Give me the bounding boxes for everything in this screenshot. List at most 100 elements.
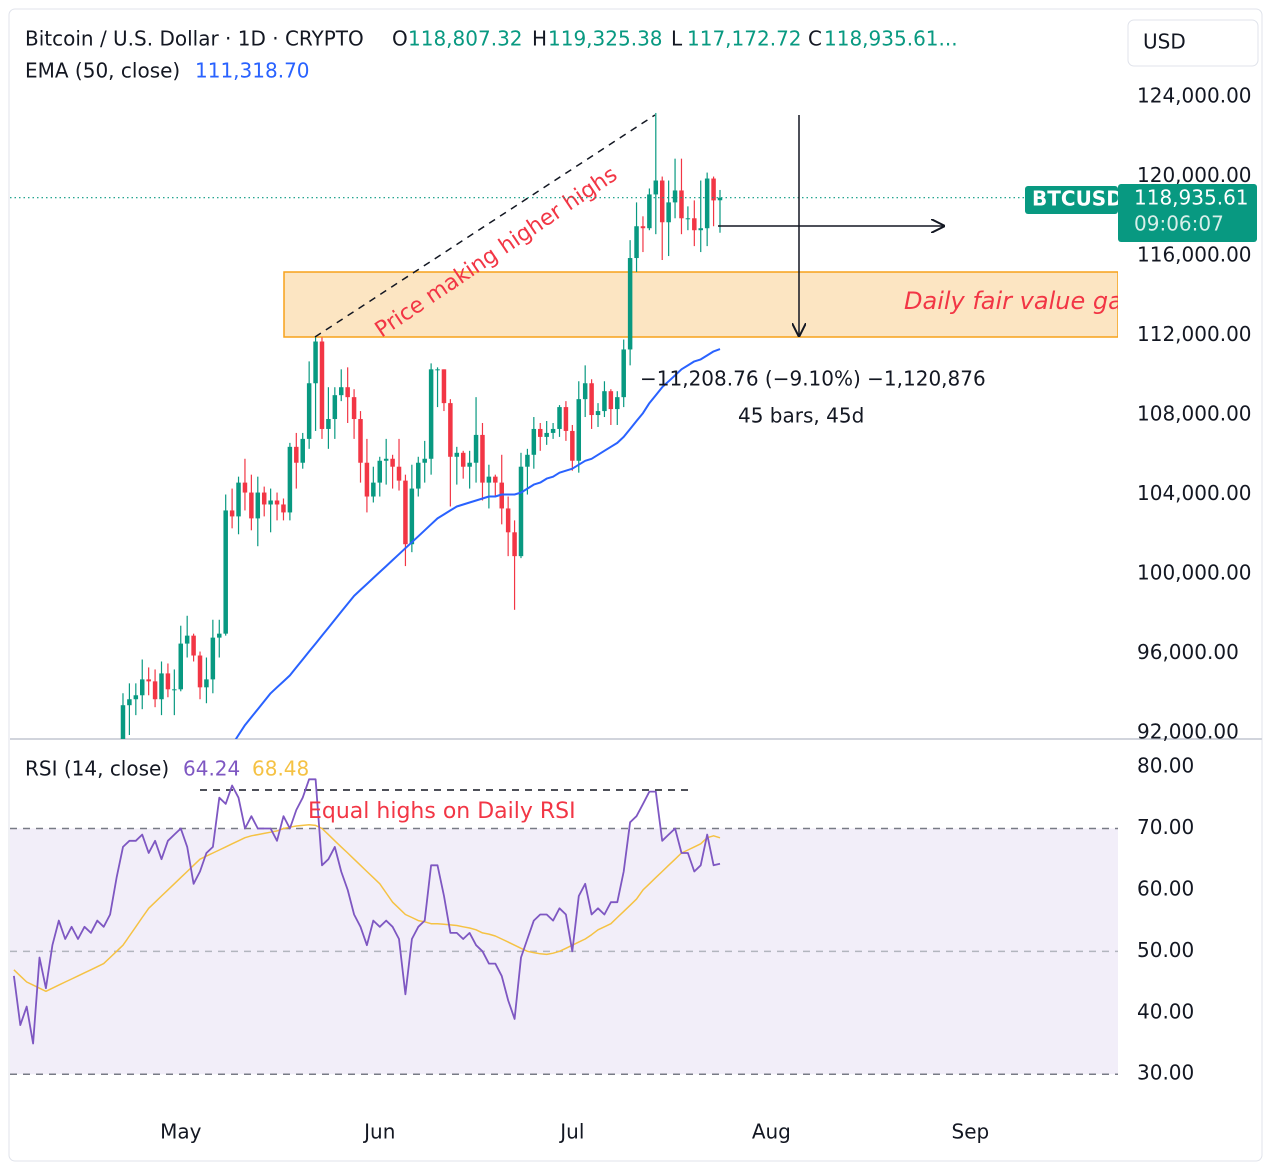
x-tick-label: Aug	[752, 1120, 791, 1144]
trend-line	[314, 114, 656, 338]
axes: 124,000.00 120,000.00 116,000.00 112,000.00…	[160, 84, 1251, 1144]
candle-body	[274, 500, 280, 505]
y-tick-label: 30.00	[1137, 1061, 1194, 1085]
candle-body	[576, 399, 582, 461]
candle-body	[287, 446, 293, 513]
candle-body	[371, 482, 376, 497]
candle-body	[544, 432, 549, 437]
candle-body	[480, 434, 485, 483]
rsi-value: 64.24	[183, 757, 240, 781]
zone-label: Daily fair value gap	[904, 287, 1138, 315]
candle-body	[602, 391, 607, 412]
ohlc-key: C	[808, 27, 822, 51]
candle-body	[505, 508, 511, 533]
candle-body	[467, 462, 472, 467]
candle-body	[416, 462, 421, 489]
candle-body	[204, 679, 209, 688]
rsi-ma-value: 68.48	[252, 757, 309, 781]
candle-body	[460, 452, 466, 467]
x-tick-label: Jul	[558, 1120, 584, 1144]
candle-body	[595, 411, 601, 416]
candle-body	[582, 383, 588, 400]
candle-body	[358, 419, 363, 463]
candle-body	[422, 458, 427, 463]
candle-body	[589, 383, 594, 416]
candle-body	[647, 194, 652, 229]
measure-tool: −11,208.76 (−9.10%) −1,120,876 45 bars, …	[640, 115, 986, 428]
price-tag: BTCUSD 118,935.61 09:06:07	[1025, 184, 1257, 242]
candle-body	[518, 466, 524, 557]
candle-body	[653, 180, 659, 195]
ohlc-key: L	[671, 27, 683, 51]
candle-body	[685, 218, 691, 220]
candle-body	[717, 197, 723, 201]
candle-body	[217, 633, 222, 638]
candle-body	[403, 480, 408, 545]
candle-body	[184, 635, 190, 644]
y-tick-label: 40.00	[1137, 999, 1194, 1023]
y-tick-label: 50.00	[1137, 938, 1194, 962]
candle-body	[127, 699, 132, 706]
candle-body	[640, 226, 646, 229]
y-tick-label: 120,000.00	[1137, 163, 1252, 187]
currency[interactable]: USD	[1143, 30, 1186, 54]
symbol-tag	[1025, 186, 1118, 214]
measure-bars: 45 bars, 45d	[738, 404, 864, 428]
candle-body	[172, 689, 177, 691]
x-tick-label: Jun	[362, 1120, 395, 1144]
y-tick-label: 124,000.00	[1137, 84, 1252, 108]
candle-body	[326, 419, 331, 429]
candle-body	[351, 397, 357, 420]
y-tick-label: 92,000.00	[1137, 720, 1239, 744]
y-tick-label: 104,000.00	[1137, 481, 1252, 505]
symbol-tag-text: BTCUSD	[1032, 187, 1123, 211]
last-price-tag	[1118, 184, 1257, 242]
candle-body	[435, 369, 440, 371]
candle-body	[345, 387, 350, 398]
candle-body	[711, 178, 716, 201]
candle-body	[178, 643, 184, 690]
x-tick-label: May	[160, 1120, 202, 1144]
candle-body	[236, 482, 241, 517]
candle-body	[704, 178, 710, 229]
rsi-pane	[10, 778, 1118, 1075]
candle-body	[332, 395, 338, 420]
measure-price: −11,208.76 (−9.10%) −1,120,876	[640, 367, 986, 391]
candle-body	[139, 679, 145, 696]
ohlc-key: H	[532, 27, 547, 51]
countdown: 09:06:07	[1134, 212, 1224, 236]
candle-body	[364, 462, 370, 497]
candle-body	[281, 504, 286, 513]
currency-button[interactable]	[1127, 19, 1259, 67]
candle-body	[159, 673, 164, 700]
candle-body	[223, 510, 228, 634]
candle-body	[428, 369, 434, 459]
candle-body	[692, 218, 697, 231]
candle-body	[120, 705, 126, 739]
candle-body	[300, 438, 305, 463]
indicator-line	[13, 778, 721, 1045]
candle-body	[249, 492, 254, 519]
candle-body	[698, 228, 703, 231]
candle-body	[563, 407, 569, 431]
candle-body	[473, 434, 479, 463]
candle-body	[531, 428, 537, 455]
candle-body	[396, 466, 402, 481]
candle-body	[383, 458, 389, 461]
candle-body	[486, 476, 492, 483]
candle-body	[441, 369, 447, 404]
candle-body	[319, 341, 325, 429]
ema-legend: EMA (50, close)	[25, 59, 180, 83]
candle-body	[409, 488, 415, 545]
rsi-annotation: Equal highs on Daily RSI	[308, 799, 576, 824]
candle-body	[165, 673, 171, 690]
candle-body	[146, 679, 151, 682]
candle-body	[615, 397, 620, 410]
candle-body	[191, 635, 196, 656]
candle-body	[672, 190, 678, 203]
ohlc-value: 118,935.61...	[824, 27, 958, 51]
candle-body	[390, 458, 395, 467]
last-price: 118,935.61	[1134, 186, 1249, 210]
candle-body	[268, 500, 273, 505]
